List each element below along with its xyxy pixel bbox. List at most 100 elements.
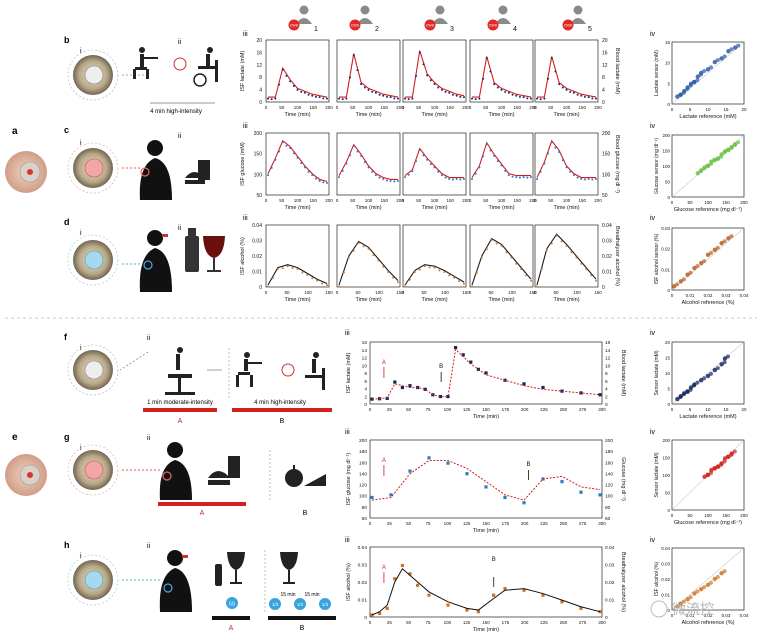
y-tick-label: 100: [254, 172, 263, 178]
y-axis-label: ISF glucose (mM): [240, 142, 246, 186]
reference-point: [321, 282, 324, 285]
cws-badge-text: CWS: [426, 24, 435, 28]
x-tick-label: 0: [402, 290, 405, 295]
reference-point: [374, 174, 377, 177]
timeline-x-label: Time (min): [473, 414, 499, 420]
arm-sensor-bottom-illustration: [5, 454, 47, 496]
reference-point: [547, 77, 550, 80]
x-tick-label: 200: [594, 105, 602, 110]
timeline-y-tick: 100: [359, 494, 367, 500]
series-line: [338, 240, 399, 286]
timeline-x-tick: 100: [444, 620, 452, 625]
reference-point: [540, 267, 543, 270]
food-icon-g-a: [208, 456, 240, 485]
corr-x-tick: 0.04: [740, 613, 749, 618]
reference-point: [463, 178, 465, 181]
reference-point: [404, 285, 406, 288]
x-tick-label: 200: [462, 198, 470, 203]
cws-badge: [487, 19, 499, 31]
y-axis-label: ISF alcohol (%): [240, 237, 246, 275]
x-tick-label: 150: [513, 105, 521, 110]
timeline-y-label: ISF glucose (mg dl⁻¹): [346, 453, 352, 506]
reference-point: [342, 271, 345, 274]
reference-point: [482, 77, 485, 80]
reference-point: [270, 98, 273, 101]
x-tick-label: 0: [402, 198, 405, 203]
reference-point: [357, 242, 360, 244]
x-tick-label: 150: [446, 105, 454, 110]
x-tick-label: 100: [365, 198, 373, 203]
series-line: [405, 50, 465, 98]
corr-y-tick: 200: [662, 133, 670, 138]
timeline-x-tick: 150: [482, 407, 490, 412]
x-tick-label: 100: [294, 105, 302, 110]
corr-point: [719, 241, 724, 246]
reference-point: [413, 271, 416, 273]
x-tick-label: 0: [469, 105, 472, 110]
timeline-y-tick: 0.04: [358, 545, 368, 551]
reference-point: [360, 83, 363, 86]
x-tick-label: 0: [534, 105, 537, 110]
drink-badge-h-a: [226, 597, 238, 609]
corr-point: [726, 236, 731, 241]
timeline-x-tick: 250: [560, 521, 568, 526]
series-line: [268, 66, 328, 98]
reference-point: [352, 249, 355, 252]
corr-y-label: ISF alcohol sensor (%): [654, 233, 660, 284]
reference-point: [407, 98, 410, 101]
reference-point: [274, 158, 277, 161]
corr-x-tick: 200: [740, 513, 748, 518]
reference-point: [291, 267, 294, 270]
corr-point: [709, 250, 713, 255]
reference-point: [345, 162, 348, 165]
subject-body-icon: [495, 18, 511, 24]
reference-point: [572, 91, 575, 94]
reference-point: [453, 276, 456, 279]
y-tick-label: 20: [256, 38, 262, 44]
timeline-y-label: ISF lactate (mM): [346, 353, 352, 394]
corr-point: [682, 88, 687, 94]
reference-point: [543, 97, 546, 100]
x-tick-label: 0: [336, 290, 339, 295]
bar-h-b: [268, 616, 336, 620]
timeline-y-tick-right: 16: [605, 340, 611, 346]
reference-point: [307, 93, 310, 96]
timeline-y-tick: 16: [362, 340, 368, 346]
reference-point: [281, 68, 284, 71]
reference-point: [500, 164, 503, 167]
corr-y-tick: 50: [665, 180, 671, 185]
reference-point: [281, 141, 284, 144]
x-tick-label: 50: [350, 105, 356, 110]
timeline-x-tick: 100: [444, 407, 452, 412]
x-tick-label: 0: [265, 105, 268, 110]
reference-point: [397, 97, 399, 100]
x-tick-label: 100: [563, 198, 571, 203]
corr-y-tick: 0: [667, 508, 670, 513]
reference-point: [478, 166, 481, 169]
row-c-letter: c: [64, 125, 69, 135]
reference-point: [378, 93, 381, 96]
row-c-i: i: [80, 140, 82, 147]
sensor-device-g: [67, 444, 119, 496]
reference-point: [496, 160, 499, 163]
x-tick-label: 50: [553, 290, 559, 295]
bar-g-a: [158, 502, 246, 506]
x-tick-label: 100: [294, 198, 302, 203]
cws-badge: [349, 19, 361, 31]
timeline-marker: [446, 603, 450, 607]
timeline-marker: [541, 593, 545, 597]
wine-icon-h-a: [215, 552, 245, 586]
corr-point: [722, 239, 727, 244]
reference-point: [587, 96, 590, 99]
timeline-x-tick: 200: [521, 521, 529, 526]
plot-frame: [336, 224, 401, 288]
reference-point: [367, 247, 370, 250]
caption-f-b: 4 min high-intensity: [254, 400, 306, 406]
reference-point: [385, 179, 388, 182]
series-line: [536, 233, 597, 286]
x-tick-label: 100: [375, 290, 383, 295]
row-h-iii: iii: [345, 537, 350, 544]
corr-point: [705, 472, 711, 478]
row-b-iv: iv: [650, 31, 656, 38]
reference-point: [515, 262, 518, 265]
